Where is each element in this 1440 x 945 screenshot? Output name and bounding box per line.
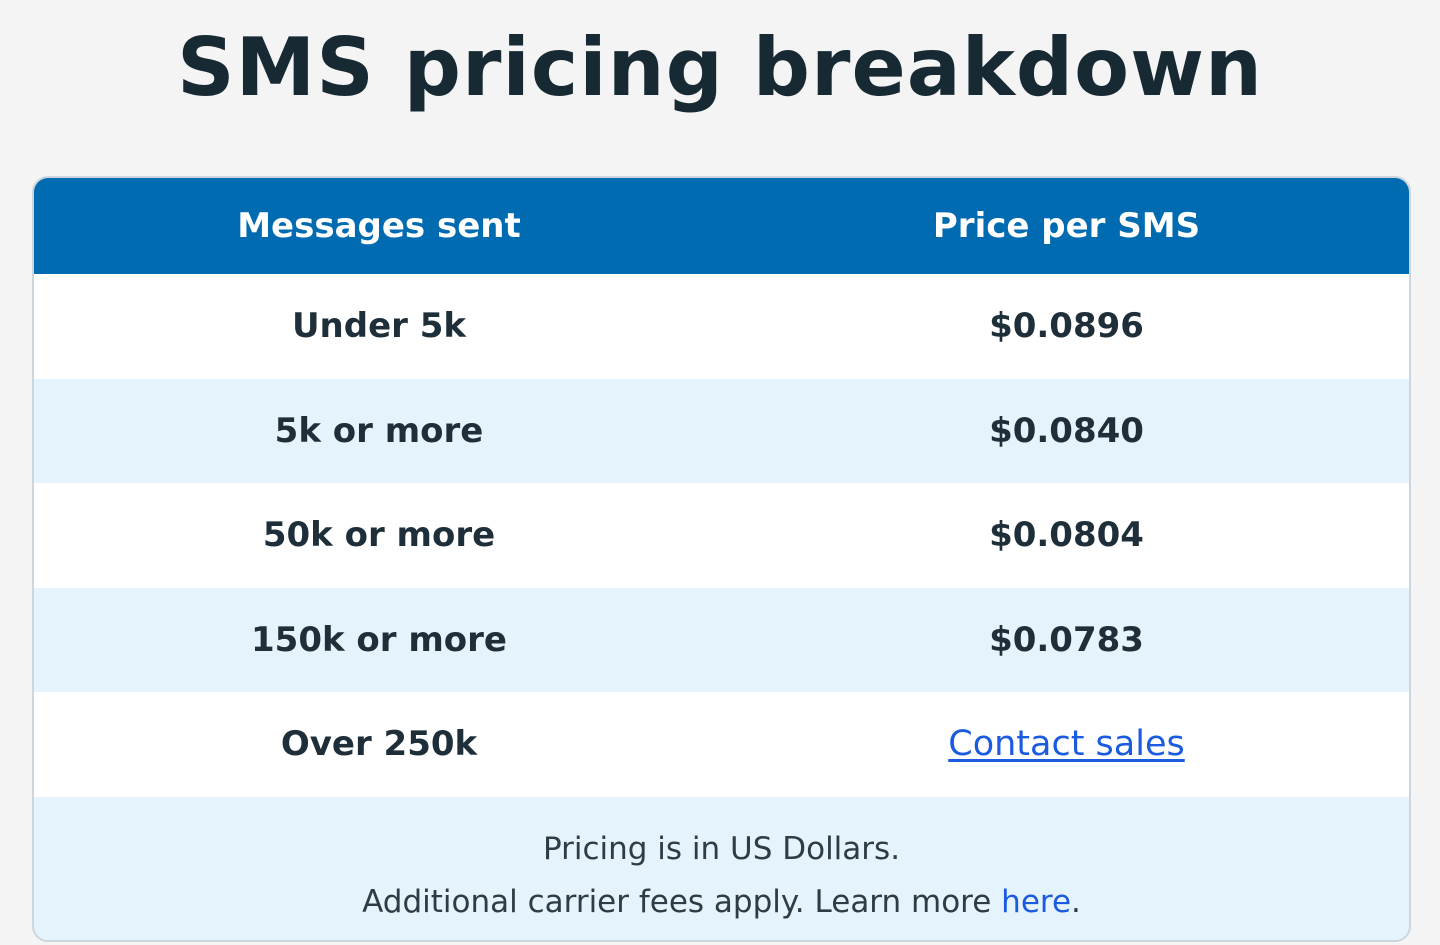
- table-row: 50k or more $0.0804: [34, 483, 1409, 588]
- header-messages-sent: Messages sent: [237, 206, 521, 246]
- currency-note: Pricing is in US Dollars.: [542, 830, 901, 867]
- price-cell: $0.0896: [989, 306, 1144, 347]
- table-row: 150k or more $0.0783: [34, 587, 1409, 692]
- table-row: 5k or more $0.0840: [34, 378, 1409, 483]
- price-cell: $0.0804: [989, 515, 1144, 556]
- messages-cell: 5k or more: [274, 410, 484, 451]
- messages-cell: Under 5k: [291, 306, 467, 347]
- pricing-footer: Pricing is in US Dollars. Additional car…: [34, 796, 1409, 940]
- pricing-table: Messages sent Price per SMS Under 5k $0.…: [32, 176, 1411, 942]
- price-cell: Contact sales: [724, 692, 1409, 797]
- messages-cell: 150k or more: [251, 619, 507, 660]
- messages-cell: 50k or more: [262, 515, 496, 556]
- carrier-fees-text: Additional carrier fees apply. Learn mor…: [362, 883, 1002, 920]
- table-row: Over 250k Contact sales: [34, 692, 1409, 797]
- contact-sales-link[interactable]: Contact sales: [948, 724, 1185, 765]
- carrier-fees-period: .: [1071, 883, 1081, 920]
- learn-more-link[interactable]: here: [1001, 883, 1072, 920]
- carrier-fees-note: Additional carrier fees apply. Learn mor…: [34, 876, 1409, 929]
- messages-cell: Over 250k: [280, 724, 478, 765]
- price-cell: $0.0840: [989, 410, 1144, 451]
- table-row: Under 5k $0.0896: [34, 274, 1409, 379]
- header-price-per-sms: Price per SMS: [932, 206, 1201, 246]
- page-title: SMS pricing breakdown: [177, 21, 1263, 114]
- price-cell: $0.0783: [989, 619, 1144, 660]
- table-header: Messages sent Price per SMS: [34, 178, 1409, 274]
